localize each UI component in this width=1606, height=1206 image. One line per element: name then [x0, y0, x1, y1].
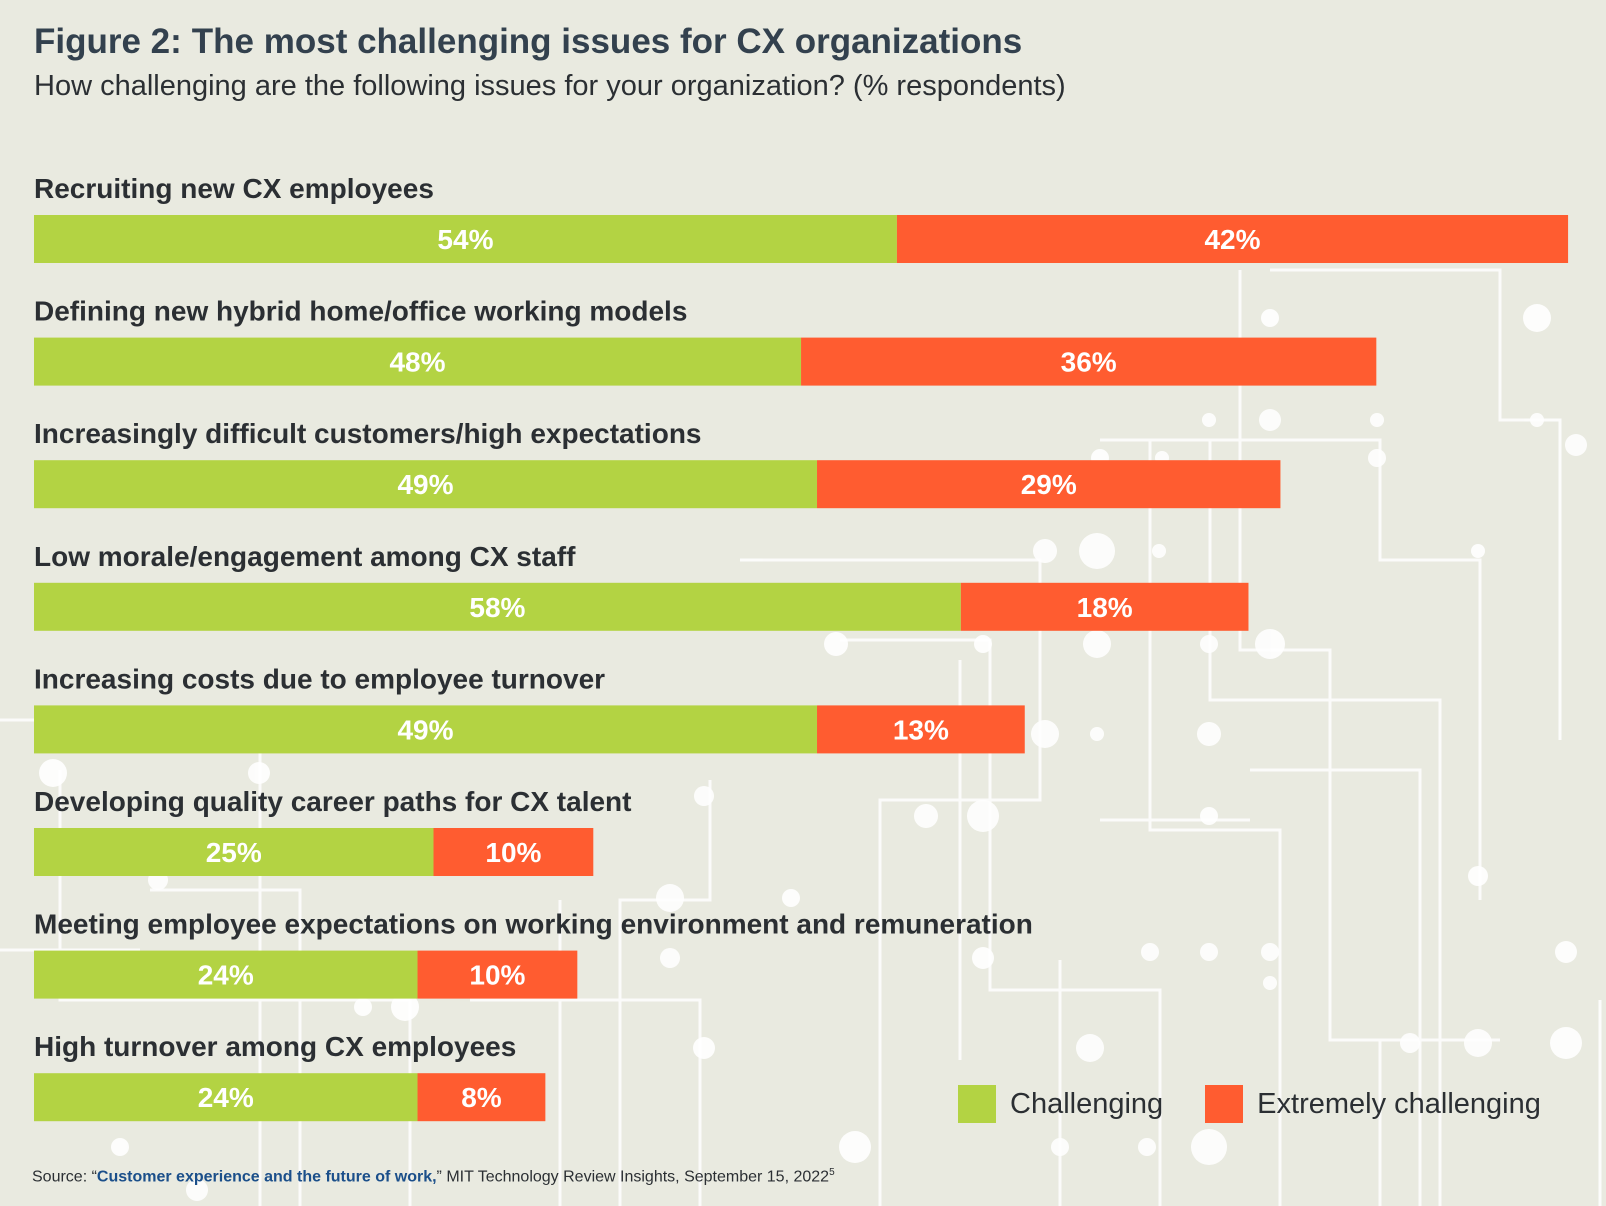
data-label: 25%: [206, 837, 262, 868]
legend-swatch-challenging: [958, 1085, 996, 1123]
bar-challenging: [34, 582, 961, 631]
category-label: Defining new hybrid home/office working …: [34, 296, 687, 327]
figure-label: Figure 2:: [34, 22, 182, 61]
data-label: 49%: [397, 469, 453, 500]
source-prefix: Source: “: [32, 1168, 97, 1186]
source-footnote: 5: [829, 1167, 835, 1178]
bar-extremely-challenging: [817, 460, 1281, 509]
chart-title: Figure 2: The most challenging issues for…: [34, 22, 1022, 62]
bar-extremely-challenging: [433, 828, 594, 876]
source-note: Source: “Customer experience and the fut…: [32, 1167, 835, 1186]
bar-extremely-challenging: [417, 950, 578, 999]
bar-challenging: [34, 215, 897, 263]
category-label: Low morale/engagement among CX staff: [34, 541, 576, 572]
data-label: 10%: [469, 960, 525, 991]
title-text: The most challenging issues for CX organ…: [191, 22, 1023, 61]
chart-subtitle: How challenging are the following issues…: [34, 70, 1066, 102]
bar-extremely-challenging: [817, 705, 1025, 754]
bar-challenging: [34, 1073, 418, 1122]
bar-extremely-challenging: [417, 1073, 546, 1122]
category-label: Increasingly difficult customers/high ex…: [34, 418, 702, 449]
category-label: Meeting employee expectations on working…: [34, 909, 1033, 940]
data-label: 42%: [1204, 224, 1260, 255]
data-label: 48%: [389, 347, 445, 378]
legend-label-challenging: Challenging: [1010, 1087, 1164, 1120]
data-label: 36%: [1061, 347, 1117, 378]
bar-challenging: [34, 337, 802, 386]
data-label: 8%: [461, 1082, 502, 1113]
bar-challenging: [34, 460, 818, 509]
bar-extremely-challenging: [896, 215, 1569, 263]
data-label: 49%: [397, 714, 453, 745]
legend-item-challenging: Challenging: [958, 1085, 1163, 1123]
data-label: 10%: [485, 837, 541, 868]
legend-label-extremely-challenging: Extremely challenging: [1257, 1087, 1541, 1120]
bar-extremely-challenging: [801, 337, 1377, 386]
data-label: 54%: [437, 224, 493, 255]
category-label: Developing quality career paths for CX t…: [34, 786, 631, 817]
data-label: 13%: [893, 714, 949, 745]
legend: Challenging Extremely challenging: [958, 1085, 1541, 1123]
category-label: Increasing costs due to employee turnove…: [34, 663, 605, 694]
legend-swatch-extremely-challenging: [1205, 1085, 1244, 1123]
legend-item-extremely-challenging: Extremely challenging: [1205, 1085, 1541, 1123]
bar-challenging: [34, 705, 818, 754]
source-link[interactable]: Customer experience and the future of wo…: [96, 1168, 437, 1186]
data-label: 18%: [1077, 592, 1133, 623]
data-label: 58%: [469, 592, 525, 623]
bar-extremely-challenging: [960, 582, 1249, 631]
bar-challenging: [34, 828, 434, 876]
data-label: 24%: [198, 960, 254, 991]
category-label: High turnover among CX employees: [34, 1031, 516, 1062]
data-label: 29%: [1021, 469, 1077, 500]
bar-challenging: [34, 950, 418, 999]
source-suffix: ” MIT Technology Review Insights, Septem…: [436, 1168, 830, 1186]
data-label: 24%: [198, 1082, 254, 1113]
category-label: Recruiting new CX employees: [34, 173, 434, 204]
